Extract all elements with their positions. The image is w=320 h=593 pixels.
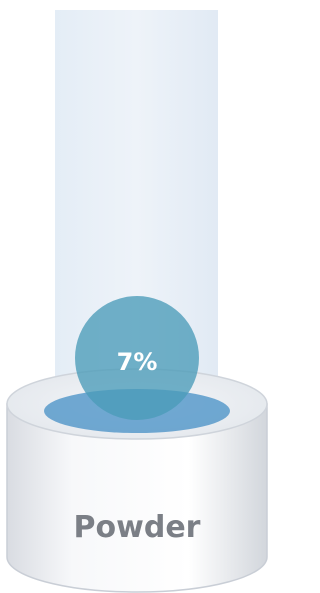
value-label: 7%	[117, 348, 158, 376]
gauge-graphic: 7% Powder	[0, 0, 273, 593]
label: Powder	[74, 510, 201, 545]
page: 7% Powder (() => { const data = JSON.par…	[0, 0, 273, 593]
